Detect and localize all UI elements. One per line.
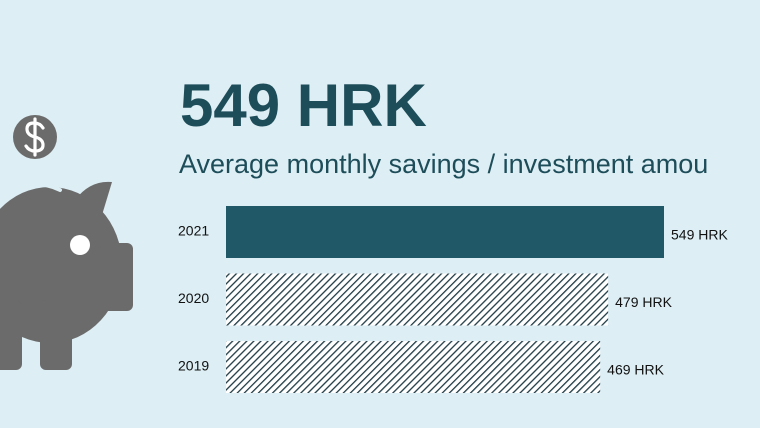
y-category-label: 2020 [178,290,209,306]
subtitle: Average monthly savings / investment amo… [179,149,708,179]
value-label: 549 HRK [671,227,728,243]
piggy-bank-icon [0,115,133,370]
bar [226,273,609,326]
headline: 549 HRK [180,72,427,139]
bar [226,341,601,393]
bar [226,206,664,258]
y-category-label: 2021 [178,223,209,239]
value-label: 469 HRK [607,362,664,378]
y-category-label: 2019 [178,358,209,374]
value-label: 479 HRK [615,294,672,310]
